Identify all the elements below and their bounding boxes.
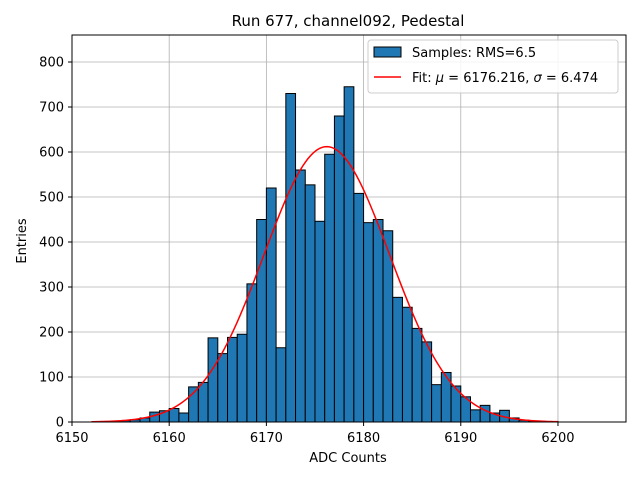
histogram-bar (363, 222, 374, 423)
legend-histogram-label: Samples: RMS=6.5 (412, 46, 536, 61)
histogram-bar (285, 93, 297, 423)
histogram-bar (392, 296, 403, 423)
legend-fit-sigma-value: = 6.474 (542, 71, 598, 86)
plot-frame (71, 34, 627, 423)
y-tick-label: 100 (39, 371, 64, 386)
legend-fit-label: Fit: μ = 6176.216, σ = 6.474 (412, 71, 598, 86)
x-tick-label: 6190 (444, 431, 477, 446)
histogram-bar (236, 333, 248, 423)
x-axis-ticks: 6150 6160 6170 6180 6190 6200 (55, 422, 575, 446)
histogram-bar (207, 337, 219, 423)
legend-box (367, 39, 619, 94)
x-tick-label: 6200 (541, 431, 574, 446)
histogram-bar (197, 381, 209, 423)
legend-fit-mu-value: = 6176.216, (444, 71, 533, 86)
x-tick-label: 6150 (55, 431, 88, 446)
y-tick-label: 300 (39, 281, 64, 296)
x-tick-label: 6180 (347, 431, 380, 446)
legend-histogram-swatch (373, 46, 402, 58)
histogram-bar (421, 341, 433, 423)
histogram-bar (168, 408, 180, 423)
fit-curve-group (91, 145, 558, 423)
y-axis-title: Entries (15, 218, 30, 264)
histogram-bars (100, 86, 559, 423)
histogram-bar (217, 353, 229, 423)
histogram-bar (372, 219, 384, 423)
histogram-bar (275, 347, 287, 423)
histogram-bar (265, 187, 277, 423)
y-tick-label: 0 (56, 416, 64, 431)
y-tick-label: 400 (39, 236, 64, 251)
histogram-bar (324, 153, 335, 423)
histogram-bar (431, 384, 442, 423)
legend: Samples: RMS=6.5 Fit: μ = 6176.216, σ = … (367, 39, 619, 94)
x-tick-label: 6170 (250, 431, 283, 446)
legend-fit-sigma-symbol: σ (534, 71, 543, 86)
histogram-bar (304, 184, 316, 423)
histogram-bar (246, 283, 258, 423)
y-tick-label: 200 (39, 326, 64, 341)
y-tick-label: 600 (39, 146, 64, 161)
legend-fit-mu-symbol: μ (435, 71, 444, 86)
y-axis-ticks: 0 100 200 300 400 500 600 700 800 (39, 56, 72, 431)
x-tick-label: 6160 (153, 431, 186, 446)
histogram-bar (314, 220, 326, 423)
y-tick-label: 700 (39, 101, 64, 116)
histogram-bar (469, 409, 481, 423)
fit-curve (91, 145, 558, 423)
legend-fit-prefix: Fit: (412, 71, 436, 86)
histogram-bar (178, 412, 190, 423)
histogram-bar (343, 86, 355, 423)
histogram-bar (256, 219, 267, 423)
y-tick-label: 800 (39, 56, 64, 71)
chart-title: Run 677, channel092, Pedestal (232, 12, 465, 30)
histogram-bar (353, 192, 365, 423)
histogram-bar (401, 306, 413, 423)
histogram-bar (411, 327, 423, 423)
histogram-bar (295, 169, 306, 423)
x-axis-title: ADC Counts (309, 451, 387, 466)
y-tick-label: 500 (39, 191, 64, 206)
histogram-bar (227, 336, 238, 423)
histogram-bar (333, 115, 345, 423)
